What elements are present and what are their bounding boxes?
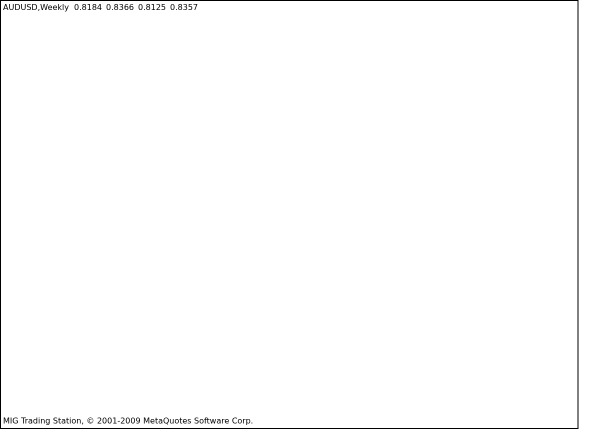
chart-title: AUDUSD,Weekly 0.8184 0.8366 0.8125 0.8357 <box>3 3 198 12</box>
plot-border <box>0 0 579 429</box>
symbol: AUDUSD,Weekly <box>3 3 69 12</box>
open-value: 0.8184 <box>74 3 102 12</box>
close-value: 0.8357 <box>170 3 198 12</box>
footer: MIG Trading Station, © 2001-2009 MetaQuo… <box>3 417 253 426</box>
high-value: 0.8366 <box>106 3 134 12</box>
low-value: 0.8125 <box>138 3 166 12</box>
